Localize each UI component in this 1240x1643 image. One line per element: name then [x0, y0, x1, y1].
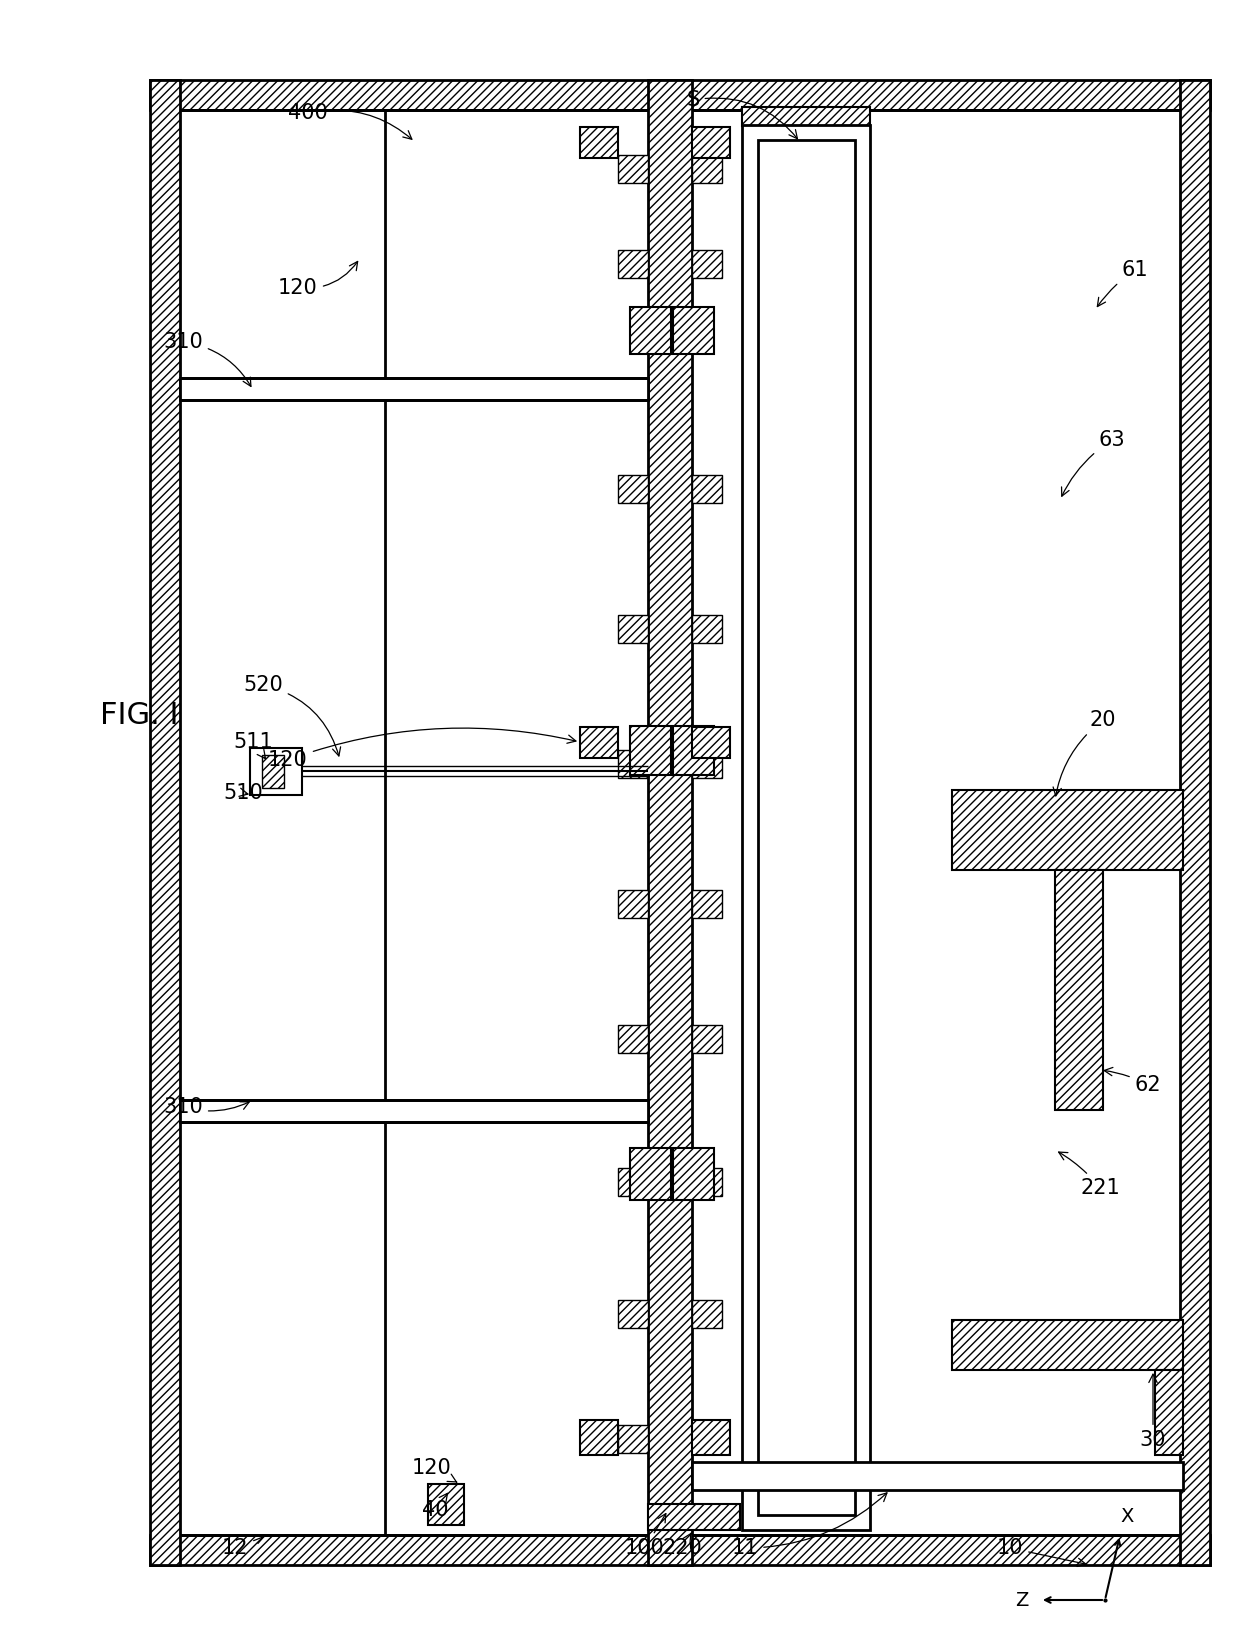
Bar [692, 1168, 722, 1196]
Bar [428, 1484, 464, 1525]
Bar [758, 140, 856, 1515]
Bar [673, 726, 714, 775]
Bar [618, 749, 649, 779]
Bar [692, 250, 722, 278]
Bar [692, 726, 730, 757]
Text: FIG. I: FIG. I [100, 700, 179, 729]
Bar [692, 1420, 730, 1456]
Text: 100: 100 [625, 1513, 666, 1558]
Text: 40: 40 [422, 1493, 448, 1520]
Text: 310: 310 [164, 332, 250, 386]
Bar [1055, 871, 1104, 1111]
Bar [618, 1424, 649, 1452]
Text: 63: 63 [1061, 430, 1126, 496]
Bar [150, 81, 180, 1566]
Text: 120: 120 [278, 261, 357, 297]
Text: 220: 220 [662, 1533, 702, 1558]
Bar [1180, 81, 1210, 1566]
Bar [618, 1168, 649, 1196]
Bar [692, 614, 722, 642]
Bar [150, 81, 1210, 110]
Bar [692, 1025, 722, 1053]
Bar [692, 1462, 1183, 1490]
Text: 61: 61 [1097, 260, 1148, 307]
Bar [580, 1420, 618, 1456]
Bar [673, 307, 714, 353]
Bar [692, 749, 722, 779]
Bar [692, 475, 722, 503]
Text: 510: 510 [223, 784, 263, 803]
Bar [649, 1503, 740, 1530]
Text: 62: 62 [1104, 1068, 1162, 1094]
Bar [742, 107, 870, 127]
Text: 30: 30 [1140, 1374, 1167, 1451]
Bar [673, 1148, 714, 1199]
Text: 511: 511 [233, 733, 273, 759]
Bar [180, 378, 649, 399]
Bar [1154, 1370, 1183, 1456]
Text: S: S [687, 90, 797, 138]
Bar [618, 614, 649, 642]
Text: Z: Z [1016, 1590, 1029, 1610]
Text: 221: 221 [1059, 1152, 1120, 1198]
Bar [692, 127, 730, 158]
Bar [692, 1300, 722, 1328]
Bar [692, 1424, 722, 1452]
Bar [692, 891, 722, 918]
Text: 310: 310 [164, 1098, 249, 1117]
Bar [180, 1101, 649, 1122]
Text: 20: 20 [1053, 710, 1116, 795]
Bar [649, 81, 692, 1566]
Text: 11: 11 [732, 1493, 887, 1558]
Bar [952, 790, 1183, 871]
Bar [150, 1535, 1210, 1566]
Text: 120: 120 [268, 728, 575, 771]
Bar [618, 154, 649, 182]
Bar [630, 726, 671, 775]
Bar [630, 307, 671, 353]
Bar [618, 1300, 649, 1328]
Bar [630, 1148, 671, 1199]
Bar [618, 1025, 649, 1053]
Text: 120: 120 [412, 1457, 456, 1482]
Bar [618, 891, 649, 918]
Bar [262, 756, 284, 789]
Text: 520: 520 [243, 675, 341, 756]
Bar [618, 475, 649, 503]
Bar [692, 154, 722, 182]
Bar [742, 125, 870, 1530]
Bar [952, 1319, 1183, 1370]
Text: 10: 10 [997, 1538, 1086, 1566]
Bar [618, 250, 649, 278]
Bar [250, 748, 303, 795]
Bar [580, 726, 618, 757]
Text: 12: 12 [222, 1536, 264, 1558]
Text: X: X [1120, 1508, 1133, 1526]
Text: 400: 400 [288, 104, 412, 140]
Bar [580, 127, 618, 158]
